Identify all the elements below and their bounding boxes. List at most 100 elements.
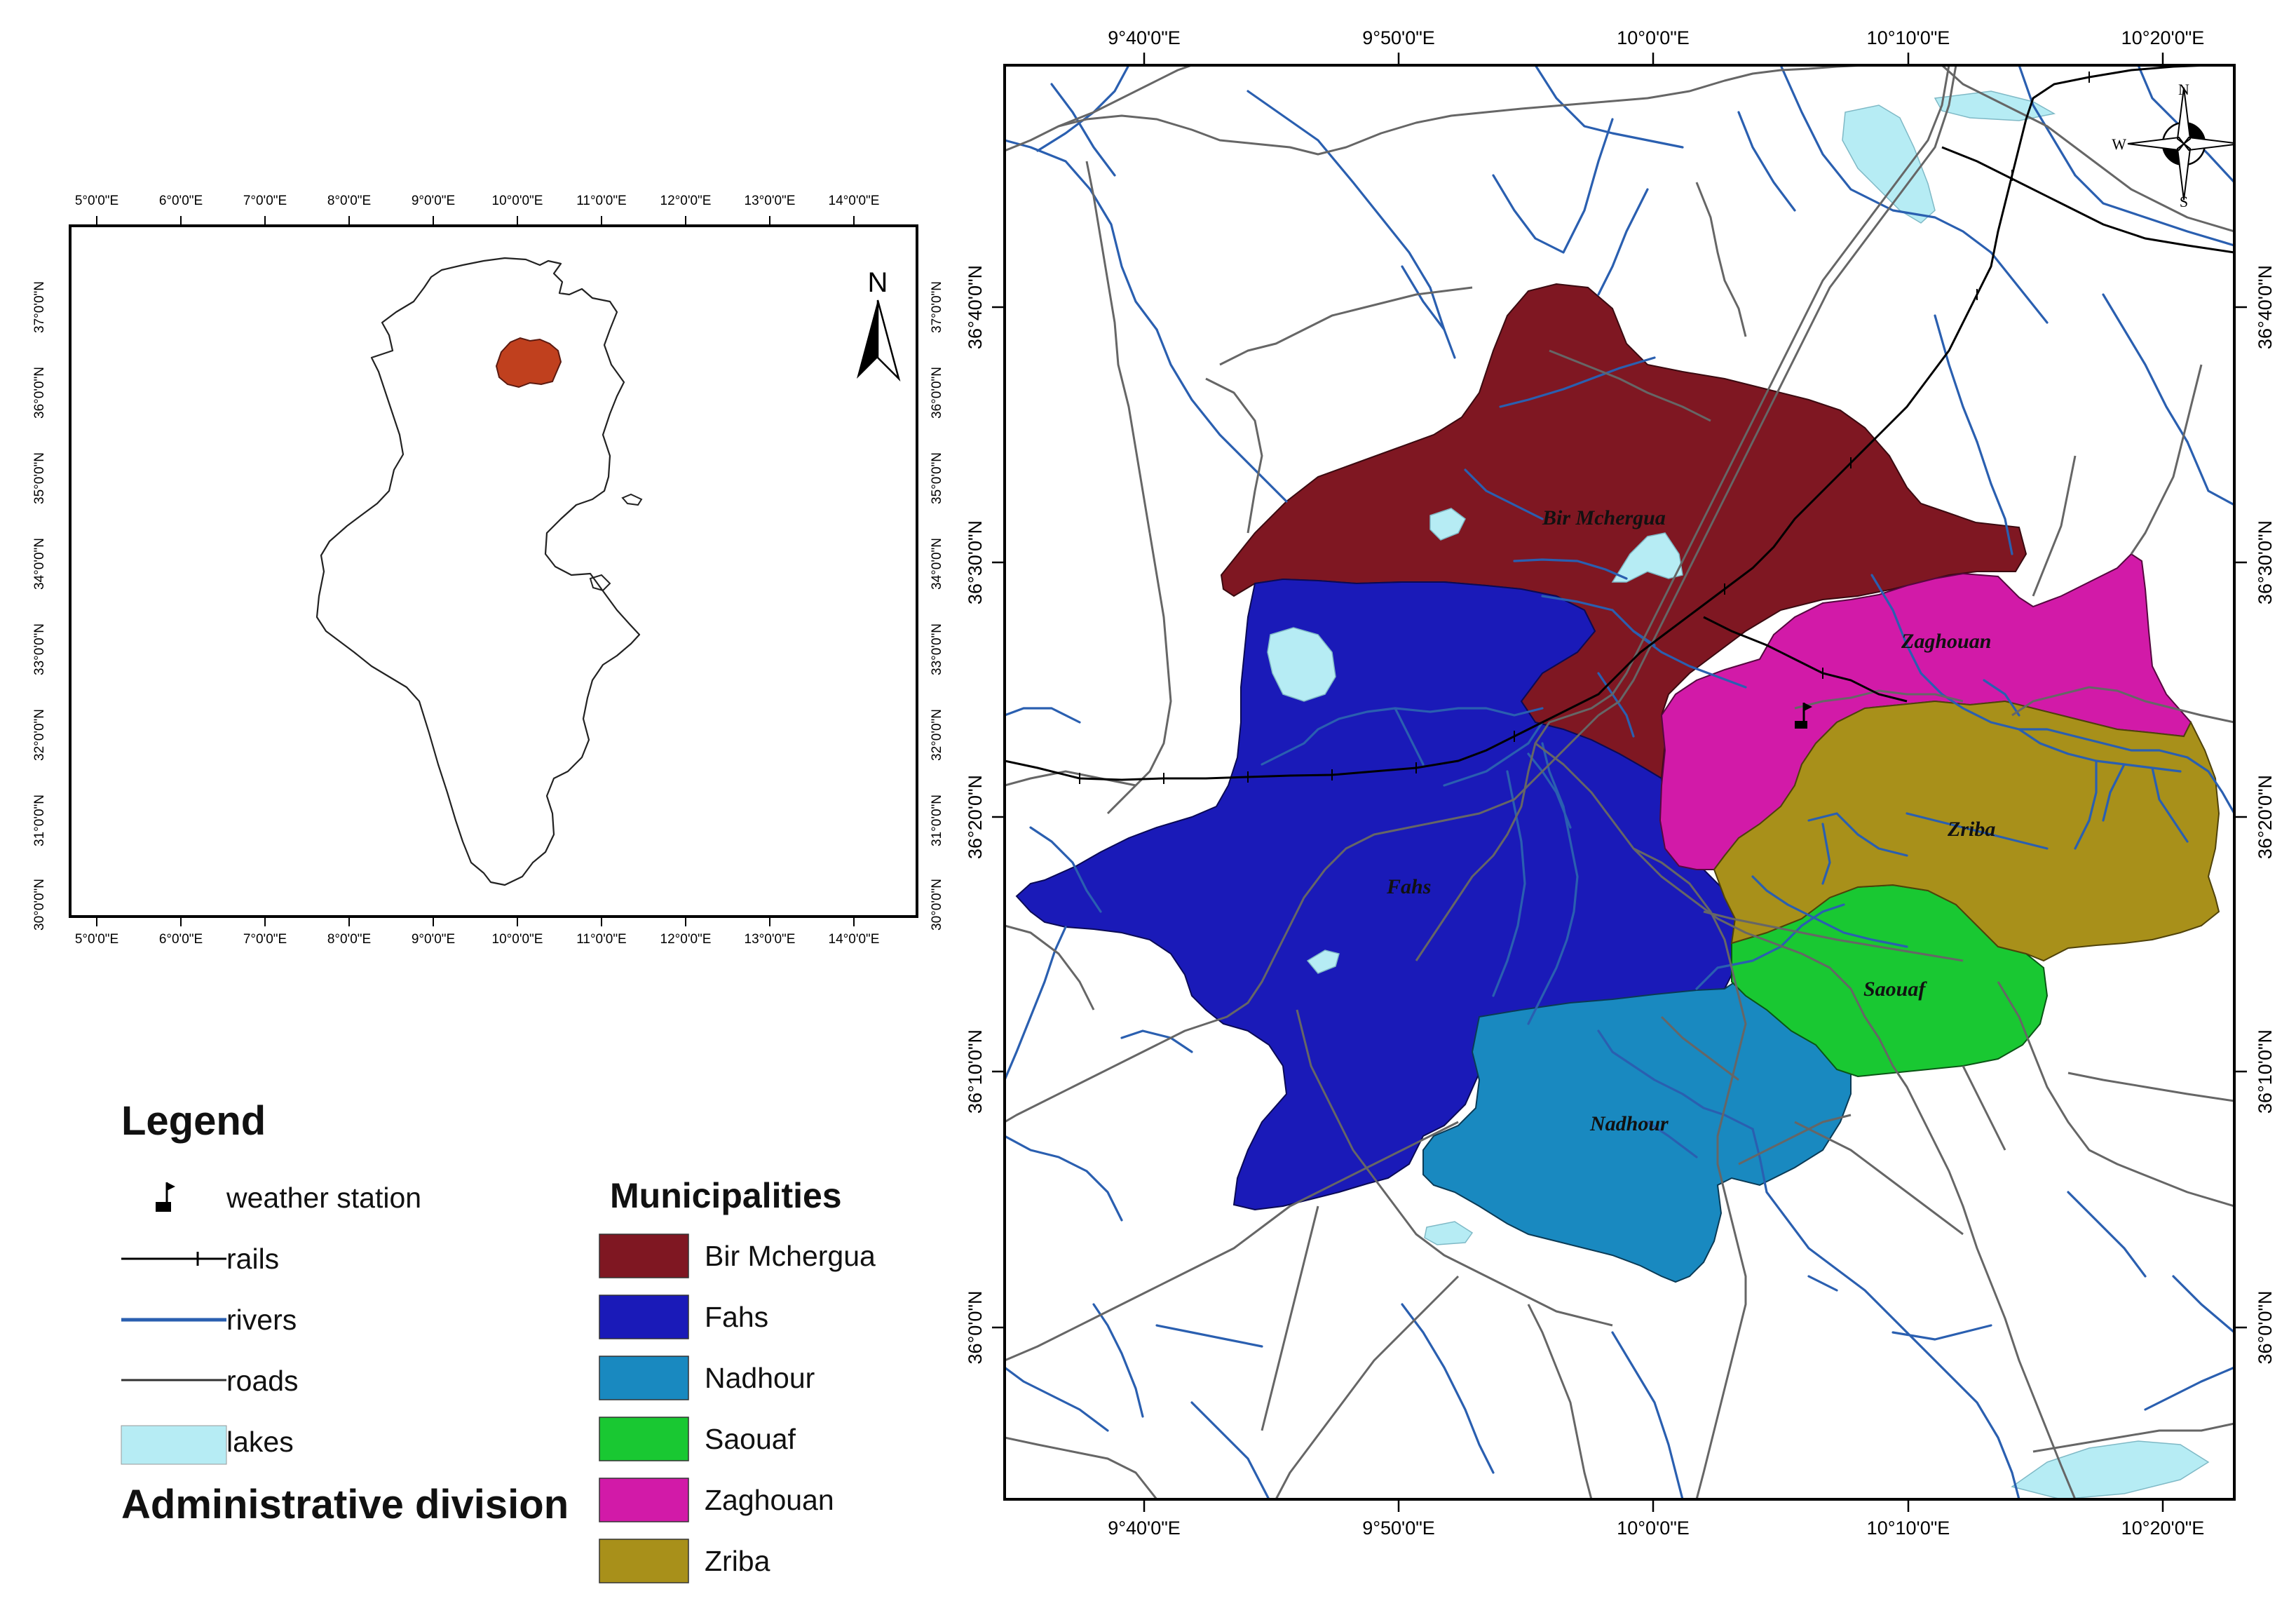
inset-lat-tick: 32°0'0"N — [32, 709, 47, 761]
compass-n: N — [2178, 81, 2189, 98]
lake — [2011, 1440, 2210, 1499]
main-lon-tick: 10°0'0"E — [1617, 27, 1690, 48]
main-lon-tick: 10°20'0"E — [2121, 27, 2205, 48]
inset-lon-tick: 7°0'0"E — [243, 194, 287, 208]
rails — [1005, 65, 2234, 781]
inset-lon-tick: 9°0'0"E — [412, 194, 455, 208]
inset-lon-tick: 11°0'0"E — [576, 932, 627, 947]
tunisia-outline — [315, 257, 641, 886]
compass-e: E — [2236, 135, 2246, 153]
inset-lat-tick: 33°0'0"N — [32, 623, 47, 675]
inset-map: 5°0'0"E 6°0'0"E 7°0'0"E 8°0'0"E 9°0'0"E … — [32, 194, 944, 947]
inset-lon-tick: 7°0'0"E — [243, 932, 287, 947]
inset-lat-tick: 34°0'0"N — [930, 538, 944, 590]
inset-lon-tick: 14°0'0"E — [829, 932, 880, 947]
weather-station-marker — [1795, 703, 1812, 729]
swatch-zriba — [599, 1539, 689, 1583]
coast-island — [621, 493, 643, 506]
main-lat-tick: 36°0'0"N — [965, 1290, 986, 1364]
legend-municipality-name: Saouaf — [705, 1423, 796, 1455]
legend-municipality-name: Zaghouan — [705, 1484, 834, 1516]
inset-lon-tick: 12°0'0"E — [660, 194, 712, 208]
coast-island — [589, 574, 611, 592]
swatch-nadhour — [599, 1356, 689, 1400]
lake — [1429, 508, 1466, 541]
compass-rose: N S W E — [2112, 81, 2246, 210]
inset-lon-tick: 10°0'0"E — [492, 194, 543, 208]
legend-item-lakes: lakes — [226, 1426, 294, 1458]
main-lat-tick: 36°20'0"N — [965, 775, 986, 859]
main-lat-tick: 36°40'0"N — [965, 265, 986, 349]
swatch-zaghouan — [599, 1478, 689, 1522]
legend-item-rails: rails — [226, 1243, 279, 1275]
inset-lat-tick: 31°0'0"N — [32, 795, 47, 846]
lake — [1306, 950, 1340, 974]
main-lat-tick: 36°30'0"N — [2255, 520, 2276, 604]
inset-lat-tick: 35°0'0"N — [930, 452, 944, 504]
inset-lon-tick: 6°0'0"E — [159, 932, 203, 947]
lake-swatch-icon — [121, 1425, 227, 1465]
swatch-bir-mchergua — [599, 1234, 689, 1278]
main-map-frame — [1003, 64, 2236, 1501]
study-area-highlight — [495, 337, 562, 388]
map-label-zaghouan: Zaghouan — [1901, 630, 1991, 653]
inset-lon-tick: 12°0'0"E — [660, 932, 712, 947]
legend-municipalities-title: Municipalities — [610, 1176, 842, 1215]
legend-municipality-name: Fahs — [705, 1301, 768, 1333]
inset-lon-tick: 8°0'0"E — [327, 194, 371, 208]
main-lat-tick: 36°0'0"N — [2255, 1290, 2276, 1364]
legend: Legend weather station rails rivers road… — [121, 1098, 876, 1583]
rivers — [1005, 65, 2234, 1499]
main-lon-ticks-top: 9°40'0"E 9°50'0"E 10°0'0"E 10°10'0"E 10°… — [1108, 27, 2204, 48]
main-lat-tick: 36°40'0"N — [2255, 265, 2276, 349]
inset-lat-tick: 32°0'0"N — [930, 709, 944, 761]
compass-s: S — [2180, 193, 2188, 210]
inset-frame — [69, 224, 918, 918]
main-lat-ticks-right: 36°40'0"N 36°30'0"N 36°20'0"N 36°10'0"N … — [2255, 265, 2276, 1365]
inset-lat-ticks-left: 37°0'0"N 36°0'0"N 35°0'0"N 34°0'0"N 33°0… — [32, 281, 47, 931]
main-tick-marks — [992, 53, 2247, 1512]
swatch-fahs — [599, 1295, 689, 1339]
inset-tick-marks — [96, 216, 855, 926]
compass-icon — [2127, 87, 2234, 201]
main-lon-tick: 10°0'0"E — [1617, 1518, 1690, 1539]
map-label-fahs: Fahs — [1386, 875, 1431, 898]
main-lon-tick: 10°10'0"E — [1867, 27, 1950, 48]
inset-lon-ticks-bottom: 5°0'0"E 6°0'0"E 7°0'0"E 8°0'0"E 9°0'0"E … — [75, 932, 880, 947]
legend-admin-title: Administrative division — [121, 1482, 569, 1527]
inset-lon-tick: 11°0'0"E — [576, 194, 627, 208]
main-lat-ticks-left: 36°40'0"N 36°30'0"N 36°20'0"N 36°10'0"N … — [965, 265, 986, 1365]
inset-lat-tick: 36°0'0"N — [32, 367, 47, 419]
main-lon-ticks-bottom: 9°40'0"E 9°50'0"E 10°0'0"E 10°10'0"E 10°… — [1108, 1518, 2204, 1539]
main-lat-tick: 36°10'0"N — [965, 1029, 986, 1114]
main-lat-tick: 36°20'0"N — [2255, 775, 2276, 859]
main-lon-tick: 9°40'0"E — [1108, 1518, 1181, 1539]
inset-north-letter: N — [868, 267, 888, 298]
map-label-bir-mchergua: Bir Mchergua — [1542, 506, 1666, 529]
inset-lon-tick: 9°0'0"E — [412, 932, 455, 947]
main-lat-tick: 36°30'0"N — [965, 520, 986, 604]
inset-lat-ticks-right: 37°0'0"N 36°0'0"N 35°0'0"N 34°0'0"N 33°0… — [930, 281, 944, 931]
inset-lon-tick: 14°0'0"E — [829, 194, 880, 208]
inset-lon-tick: 6°0'0"E — [159, 194, 203, 208]
compass-w: W — [2112, 135, 2126, 153]
inset-lat-tick: 31°0'0"N — [930, 795, 944, 846]
inset-lat-tick: 30°0'0"N — [32, 879, 47, 931]
main-map: Bir Mchergua Zaghouan Zriba Fahs Saouaf … — [965, 27, 2276, 1539]
weather-station-icon — [156, 1182, 175, 1212]
roads — [1005, 65, 2234, 1499]
inset-lon-tick: 8°0'0"E — [327, 932, 371, 947]
rail-ticks — [1079, 72, 2090, 784]
inset-lat-tick: 34°0'0"N — [32, 538, 47, 590]
legend-item-rivers: rivers — [226, 1304, 297, 1336]
inset-lon-tick: 13°0'0"E — [745, 194, 796, 208]
rail-line-icon — [121, 1252, 226, 1266]
main-lon-tick: 9°50'0"E — [1362, 27, 1435, 48]
inset-north-arrow: N — [857, 267, 901, 382]
legend-item-weather-station: weather station — [226, 1182, 421, 1214]
inset-lon-tick: 5°0'0"E — [75, 932, 118, 947]
lake — [1424, 1221, 1474, 1245]
map-label-nadhour: Nadhour — [1589, 1112, 1669, 1135]
inset-lon-tick: 5°0'0"E — [75, 194, 118, 208]
